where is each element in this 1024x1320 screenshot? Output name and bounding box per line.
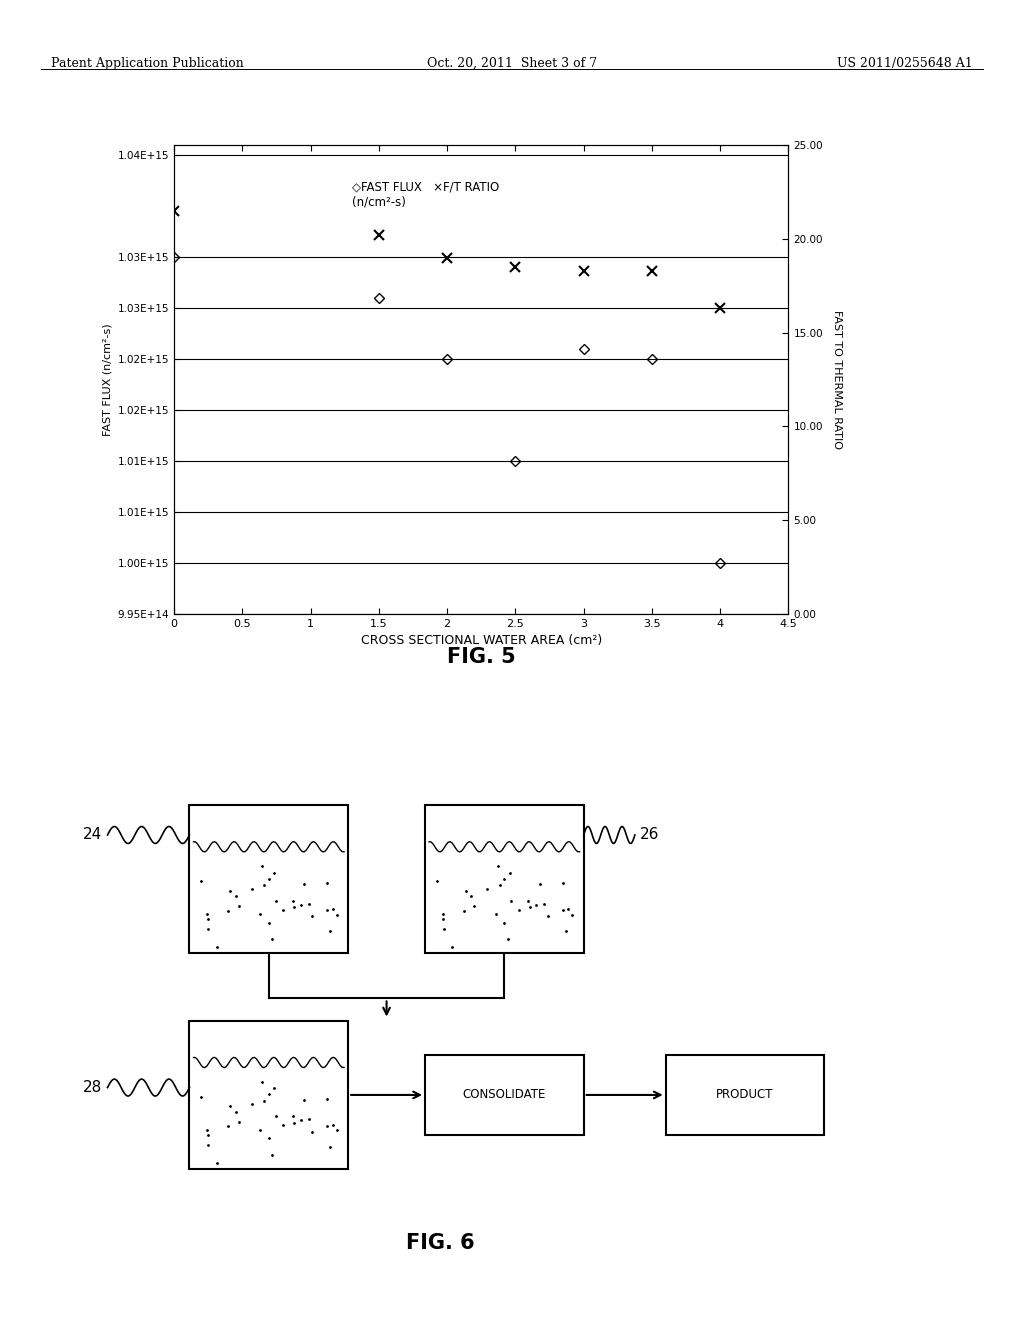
Text: 26: 26 — [640, 828, 659, 842]
Text: ◇FAST FLUX   ×F/T RATIO
(n/cm²-s): ◇FAST FLUX ×F/T RATIO (n/cm²-s) — [351, 181, 499, 209]
Text: CONSOLIDATE: CONSOLIDATE — [463, 1089, 546, 1101]
Y-axis label: FAST FLUX (n/cm²-s): FAST FLUX (n/cm²-s) — [102, 323, 112, 436]
Bar — [189, 1022, 348, 1168]
Bar — [666, 1055, 824, 1135]
X-axis label: CROSS SECTIONAL WATER AREA (cm²): CROSS SECTIONAL WATER AREA (cm²) — [360, 634, 602, 647]
Text: US 2011/0255648 A1: US 2011/0255648 A1 — [837, 57, 973, 70]
Text: PRODUCT: PRODUCT — [716, 1089, 774, 1101]
Text: Patent Application Publication: Patent Application Publication — [51, 57, 244, 70]
Text: FIG. 5: FIG. 5 — [446, 647, 516, 667]
Text: 28: 28 — [83, 1080, 102, 1096]
Y-axis label: FAST TO THERMAL RATIO: FAST TO THERMAL RATIO — [833, 310, 843, 449]
Bar — [425, 1055, 584, 1135]
Text: 24: 24 — [83, 828, 102, 842]
Text: Oct. 20, 2011  Sheet 3 of 7: Oct. 20, 2011 Sheet 3 of 7 — [427, 57, 597, 70]
Text: FIG. 6: FIG. 6 — [406, 1233, 475, 1253]
Bar — [189, 805, 348, 953]
Bar — [425, 805, 584, 953]
